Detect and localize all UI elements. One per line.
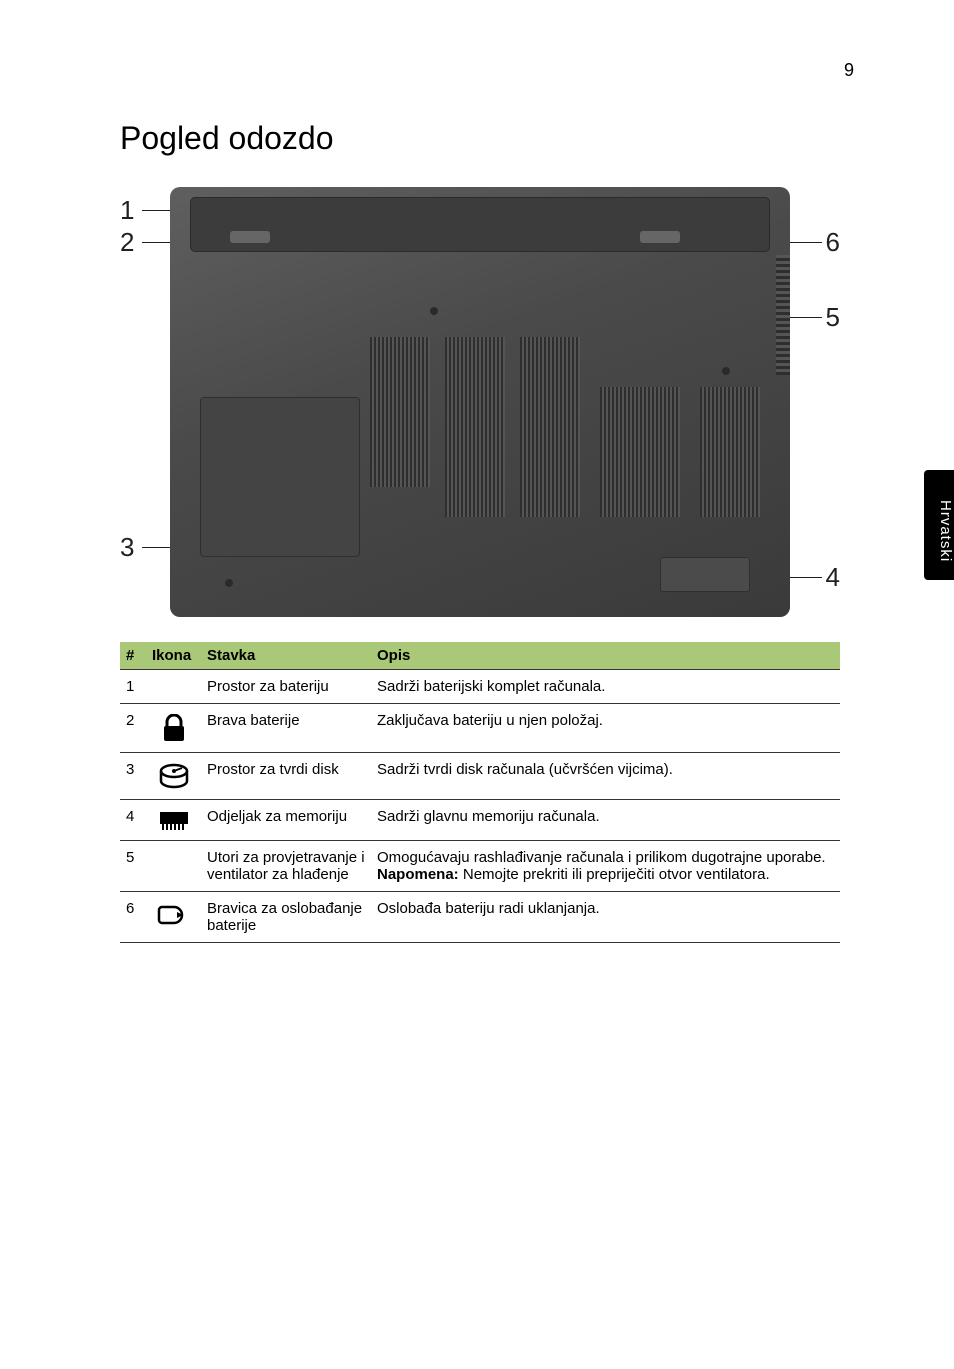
memory-icon bbox=[146, 800, 201, 841]
release-icon bbox=[146, 892, 201, 943]
screw-shape bbox=[225, 579, 233, 587]
screw-shape bbox=[430, 307, 438, 315]
table-row: 1 Prostor za bateriju Sadrži baterijski … bbox=[120, 670, 840, 704]
hdd-cover-shape bbox=[200, 397, 360, 557]
row-num: 2 bbox=[120, 704, 146, 753]
table-row: 5 Utori za provjetravanje i ventilator z… bbox=[120, 841, 840, 892]
row-icon bbox=[146, 670, 201, 704]
row-stavka: Utori za provjetravanje i ventilator za … bbox=[201, 841, 371, 892]
table-row: 3 Prostor za tvrdi disk Sadrži tvrdi dis… bbox=[120, 753, 840, 800]
row-opis: Omogućavaju rashlađivanje računala i pri… bbox=[371, 841, 840, 892]
row-stavka: Brava baterije bbox=[201, 704, 371, 753]
row-num: 3 bbox=[120, 753, 146, 800]
vent-shape bbox=[600, 387, 680, 517]
opis-bold: Napomena: bbox=[377, 866, 459, 883]
page-number: 9 bbox=[844, 60, 854, 81]
table-row: 4 Odjeljak za memoriju Sadrži glavnu mem… bbox=[120, 800, 840, 841]
callout-3: 3 bbox=[120, 532, 134, 563]
latch-shape bbox=[230, 231, 270, 243]
vent-shape bbox=[700, 387, 760, 517]
hdd-icon bbox=[146, 753, 201, 800]
callout-5: 5 bbox=[826, 302, 840, 333]
table-row: 6 Bravica za oslobađanje baterije Osloba… bbox=[120, 892, 840, 943]
callout-1: 1 bbox=[120, 195, 134, 226]
parts-table: # Ikona Stavka Opis 1 Prostor za baterij… bbox=[120, 642, 840, 943]
callout-4: 4 bbox=[826, 562, 840, 593]
latch-shape bbox=[640, 231, 680, 243]
header-opis: Opis bbox=[371, 642, 840, 670]
vent-shape bbox=[445, 337, 505, 517]
row-opis: Oslobađa bateriju radi uklanjanja. bbox=[371, 892, 840, 943]
row-num: 5 bbox=[120, 841, 146, 892]
lock-icon bbox=[146, 704, 201, 753]
memory-cover-shape bbox=[660, 557, 750, 592]
row-opis: Zaključava bateriju u njen položaj. bbox=[371, 704, 840, 753]
vent-shape bbox=[520, 337, 580, 517]
diagram: 1 2 3 6 5 4 bbox=[120, 187, 840, 617]
page-title: Pogled odozdo bbox=[120, 120, 854, 157]
opis-text: Omogućavaju rashlađivanje računala i pri… bbox=[377, 849, 826, 866]
header-stavka: Stavka bbox=[201, 642, 371, 670]
opis-rest: Nemojte prekriti ili prepriječiti otvor … bbox=[459, 866, 770, 883]
laptop-bottom-photo bbox=[170, 187, 790, 617]
header-icon: Ikona bbox=[146, 642, 201, 670]
screw-shape bbox=[722, 367, 730, 375]
row-num: 1 bbox=[120, 670, 146, 704]
main-content: Pogled odozdo 1 2 3 6 5 4 bbox=[0, 0, 954, 943]
row-num: 6 bbox=[120, 892, 146, 943]
battery-area bbox=[190, 197, 770, 252]
row-stavka: Odjeljak za memoriju bbox=[201, 800, 371, 841]
row-stavka: Prostor za tvrdi disk bbox=[201, 753, 371, 800]
row-stavka: Prostor za bateriju bbox=[201, 670, 371, 704]
callout-2: 2 bbox=[120, 227, 134, 258]
row-opis: Sadrži glavnu memoriju računala. bbox=[371, 800, 840, 841]
callout-6: 6 bbox=[826, 227, 840, 258]
header-num: # bbox=[120, 642, 146, 670]
side-vent-shape bbox=[776, 255, 790, 375]
row-icon bbox=[146, 841, 201, 892]
row-opis: Sadrži baterijski komplet računala. bbox=[371, 670, 840, 704]
table-header-row: # Ikona Stavka Opis bbox=[120, 642, 840, 670]
row-stavka: Bravica za oslobađanje baterije bbox=[201, 892, 371, 943]
language-tab: Hrvatski bbox=[924, 470, 954, 580]
row-num: 4 bbox=[120, 800, 146, 841]
vent-shape bbox=[370, 337, 430, 487]
row-opis: Sadrži tvrdi disk računala (učvršćen vij… bbox=[371, 753, 840, 800]
table-row: 2 Brava baterije Zaključava bateriju u n… bbox=[120, 704, 840, 753]
